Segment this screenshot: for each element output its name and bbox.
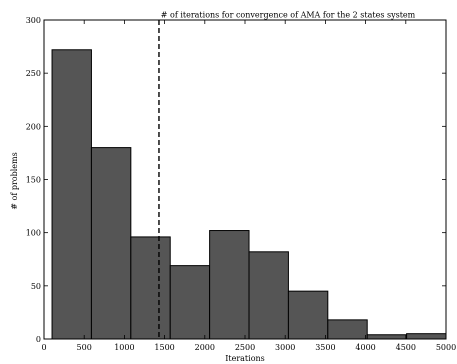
- histogram-bar: [169, 265, 211, 340]
- x-tick-label: 2500: [235, 343, 255, 352]
- x-tick-label: 1500: [154, 343, 174, 352]
- y-tick-label: 50: [31, 282, 41, 291]
- histogram-bar: [90, 147, 132, 340]
- y-tick-label: 200: [26, 122, 41, 131]
- histogram-bar: [366, 334, 408, 340]
- x-tick-label: 2000: [195, 343, 215, 352]
- x-tick-label: 0: [41, 343, 46, 352]
- x-tick-label: 1000: [114, 343, 134, 352]
- histogram-bar: [51, 49, 92, 340]
- histogram-bar: [327, 319, 368, 340]
- histogram-bar: [130, 236, 171, 340]
- x-tick-label: 5000: [436, 343, 456, 352]
- axis-ticks: 0 500 1000 1500 2000 2500 3000 3500 4000 4500 5000…: [26, 16, 456, 352]
- x-tick-label: 500: [77, 343, 92, 352]
- y-tick-label: 100: [26, 229, 41, 238]
- x-tick-label: 4000: [355, 343, 375, 352]
- y-tick-label: 0: [36, 335, 41, 344]
- x-tick-label: 3500: [315, 343, 335, 352]
- histogram-bar: [248, 251, 289, 340]
- y-axis-label: # of problems: [10, 152, 19, 209]
- y-tick-label: 300: [26, 16, 41, 25]
- x-tick-label: 3000: [275, 343, 295, 352]
- x-tick-label: 4500: [396, 343, 416, 352]
- y-tick-label: 150: [26, 176, 41, 185]
- histogram-bar: [406, 333, 447, 340]
- chart-title: # of iterations for convergence of AMA f…: [161, 11, 416, 20]
- histogram-bar: [209, 230, 250, 340]
- histogram-bars: [51, 49, 447, 340]
- y-tick-label: 250: [26, 69, 41, 78]
- histogram-bar: [287, 290, 329, 340]
- x-axis-label: Iterations: [225, 354, 265, 363]
